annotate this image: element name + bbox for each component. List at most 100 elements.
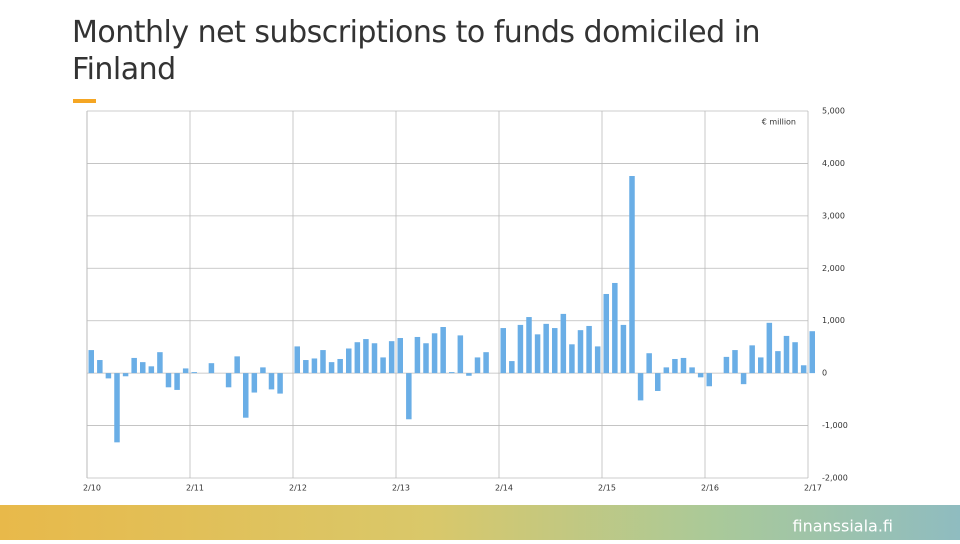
bar (800, 365, 807, 374)
bar (251, 373, 258, 393)
bar (534, 334, 541, 374)
bar (234, 356, 240, 374)
y-tick-label: 1,000 (822, 316, 845, 325)
x-tick-label: 2/17 (804, 484, 822, 493)
bar (225, 373, 232, 388)
bar (423, 343, 429, 374)
footer-band (0, 505, 960, 540)
bar (783, 335, 790, 374)
bar (466, 373, 472, 376)
y-tick-label: -1,000 (822, 421, 848, 430)
bar (689, 367, 695, 374)
bar (809, 331, 815, 374)
bar (457, 335, 464, 374)
bar (122, 373, 129, 377)
bar (637, 373, 644, 401)
x-tick-label: 2/11 (186, 484, 204, 493)
bar (182, 368, 189, 374)
bar (105, 373, 112, 379)
bar (431, 333, 438, 374)
bar (449, 372, 455, 374)
y-tick-label: 4,000 (822, 159, 845, 168)
bar (680, 357, 687, 374)
bar (165, 373, 172, 388)
bar (749, 345, 755, 374)
bar (586, 325, 592, 374)
bar (191, 372, 197, 374)
bar (140, 362, 146, 374)
bar (594, 346, 601, 374)
y-tick-label: -2,000 (822, 474, 848, 483)
bar (500, 328, 506, 374)
bar (157, 352, 163, 374)
y-tick-label: 0 (822, 369, 827, 378)
bar (517, 324, 524, 374)
bar (320, 350, 326, 374)
plot: -2,000 -1,000 0 1,000 2,000 3,000 4,000 5,000 2/… (83, 107, 848, 493)
bar (569, 344, 575, 374)
bar (672, 358, 678, 374)
bar (697, 373, 704, 378)
bar (380, 357, 386, 374)
x-tick-label: 2/10 (83, 484, 101, 493)
title-box: Monthly net subscriptions to funds domic… (72, 15, 761, 87)
bar (277, 373, 283, 394)
bar (114, 373, 120, 443)
bar (337, 358, 343, 374)
bar (414, 336, 421, 374)
bar (354, 342, 361, 374)
bar (629, 176, 635, 374)
bar (174, 373, 180, 390)
bar (792, 342, 798, 374)
bar (740, 373, 747, 385)
x-tick-label: 2/14 (495, 484, 513, 493)
bar (775, 351, 781, 374)
bar (483, 352, 489, 374)
bar (509, 361, 515, 374)
bar (552, 328, 558, 374)
bar (97, 360, 103, 374)
bar (758, 357, 764, 374)
bar (328, 362, 335, 374)
bar (560, 313, 567, 374)
y-tick-label: 5,000 (822, 107, 845, 116)
bar (311, 358, 318, 374)
bar (577, 330, 584, 374)
x-tick-label: 2/15 (598, 484, 616, 493)
bar (474, 357, 481, 374)
bar (766, 322, 773, 374)
bar (655, 373, 661, 391)
bar (620, 324, 627, 374)
bar (243, 373, 249, 418)
bar (260, 367, 266, 374)
x-tick-label: 2/16 (701, 484, 719, 493)
x-tick-label: 2/13 (392, 484, 410, 493)
bar (723, 356, 730, 374)
bar (148, 366, 155, 374)
bar (663, 367, 670, 374)
unit-label: € million (762, 118, 796, 127)
bar (268, 373, 275, 390)
bar (406, 373, 412, 420)
footer-text: finanssiala.fi (793, 517, 894, 536)
bar (346, 348, 352, 374)
bar (294, 346, 300, 374)
bar (88, 350, 94, 374)
bar (732, 350, 738, 374)
chart-title: Monthly net subscriptions to funds domic… (72, 15, 761, 87)
title-accent (73, 99, 96, 103)
bar (131, 357, 137, 374)
bar (371, 343, 378, 374)
bar (303, 360, 309, 374)
bar (603, 293, 609, 374)
bar (208, 363, 215, 374)
bar (388, 341, 395, 374)
bar (612, 282, 618, 374)
bar (363, 339, 369, 374)
bar (440, 327, 446, 374)
bar (526, 317, 532, 374)
bar (646, 353, 652, 374)
y-tick-label: 3,000 (822, 211, 845, 220)
